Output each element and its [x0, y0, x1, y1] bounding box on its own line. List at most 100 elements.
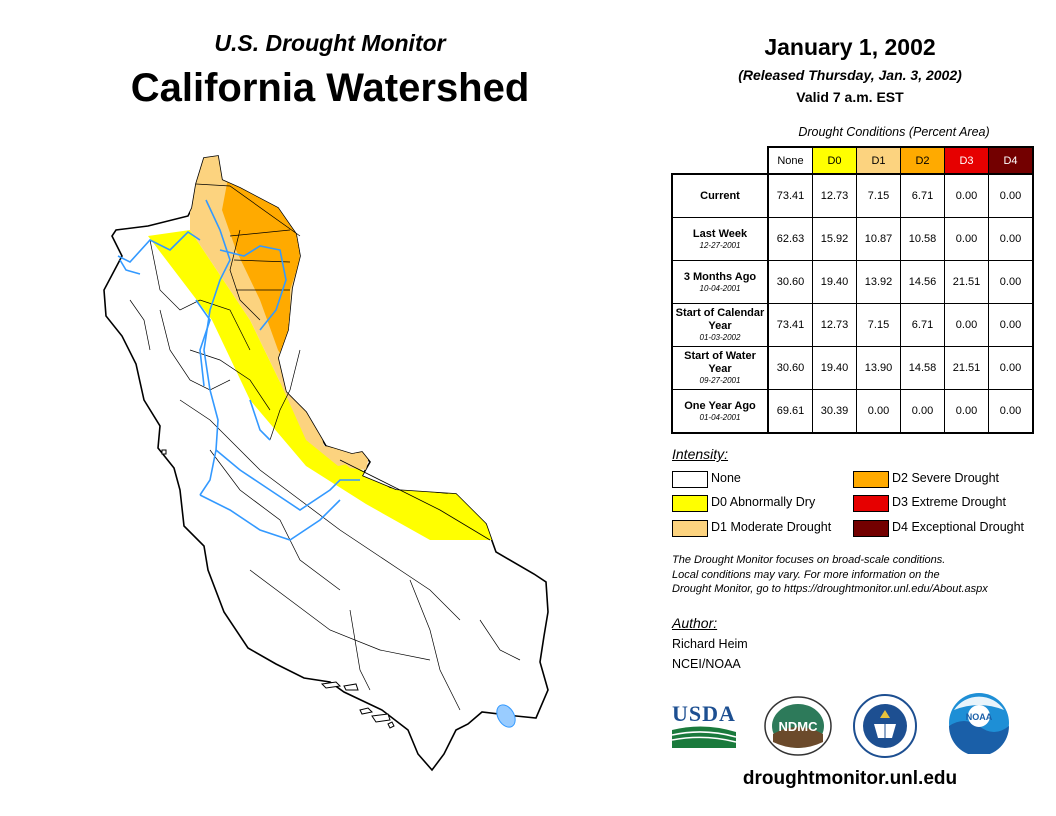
- row-date: 10-04-2001: [699, 283, 741, 293]
- salton-sea-lake: [496, 704, 516, 728]
- legend-label: D1 Moderate Drought: [711, 520, 832, 534]
- author-organization: NCEI/NOAA: [672, 657, 741, 671]
- cell-none: 62.63: [767, 217, 813, 261]
- d2-severe-drought-area: [222, 178, 300, 370]
- cell-d3: 0.00: [944, 303, 989, 347]
- ndmc-logo: NDMC: [764, 696, 832, 756]
- map-date: January 1, 2002: [764, 34, 936, 60]
- cell-d1: 13.92: [856, 260, 901, 304]
- row-date: 12-27-2001: [699, 240, 741, 250]
- cell-d3: 0.00: [944, 389, 989, 434]
- row-label-text: Last Week: [692, 227, 748, 240]
- disclaimer-note: The Drought Monitor focuses on broad-sca…: [672, 553, 1042, 597]
- noaa-logo-text: NOAA: [966, 712, 993, 722]
- valid-time: Valid 7 a.m. EST: [796, 89, 904, 105]
- row-label: Start of Calendar Year 01-03-2002: [671, 303, 769, 347]
- cell-d2: 10.58: [900, 217, 945, 261]
- legend-label: D4 Exceptional Drought: [892, 520, 1025, 534]
- website-link[interactable]: droughtmonitor.unl.edu: [742, 768, 958, 789]
- row-label-text: Start of Calendar Year: [675, 307, 765, 332]
- column-header-d0: D0: [812, 146, 857, 175]
- row-label: One Year Ago 01-04-2001: [671, 389, 769, 434]
- cell-d1: 7.15: [856, 303, 901, 347]
- cell-d0: 12.73: [812, 173, 857, 218]
- table-row: One Year Ago 01-04-2001 69.61 30.39 0.00 0.00…: [671, 389, 1034, 434]
- cell-d3: 0.00: [944, 217, 989, 261]
- legend-swatch: [672, 520, 708, 537]
- legend-swatch: [853, 495, 889, 512]
- table-row: 3 Months Ago 10-04-2001 30.60 19.40 13.92 14.…: [671, 260, 1034, 304]
- usda-fields-icon: [671, 726, 737, 748]
- row-date: 01-04-2001: [699, 412, 741, 422]
- table-corner: [672, 147, 768, 175]
- drought-conditions-table: None D0 D1 D2 D3 D4 Current 73.41 12.73 7.15 6.71…: [671, 146, 1034, 434]
- rivers: [117, 199, 360, 541]
- cell-none: 69.61: [767, 389, 813, 434]
- release-date: (Released Thursday, Jan. 3, 2002): [738, 67, 962, 83]
- legend-label: D2 Severe Drought: [892, 471, 1000, 485]
- note-line-1: The Drought Monitor focuses on broad-sca…: [672, 554, 946, 566]
- ndmc-logo-text: NDMC: [779, 719, 819, 734]
- legend-label: D0 Abnormally Dry: [711, 495, 816, 509]
- row-label: Start of Water Year 09-27-2001: [671, 346, 769, 390]
- cell-none: 30.60: [767, 346, 813, 390]
- drought-border-line: [339, 459, 491, 541]
- cell-d4: 0.00: [988, 260, 1034, 304]
- cell-d4: 0.00: [988, 217, 1034, 261]
- legend-swatch: [853, 520, 889, 537]
- row-label-text: Current: [700, 189, 740, 202]
- author-heading: Author:: [672, 615, 718, 631]
- row-label: Last Week 12-27-2001: [671, 217, 769, 261]
- cell-d3: 21.51: [944, 346, 989, 390]
- cell-d0: 30.39: [812, 389, 857, 434]
- cell-d3: 21.51: [944, 260, 989, 304]
- row-label-text: 3 Months Ago: [683, 270, 757, 283]
- d0-eastern-bump: [440, 490, 486, 535]
- row-label: 3 Months Ago 10-04-2001: [671, 260, 769, 304]
- cell-d1: 0.00: [856, 389, 901, 434]
- row-label-text: Start of Water Year: [684, 350, 756, 375]
- cell-d2: 6.71: [900, 173, 945, 218]
- row-date: 09-27-2001: [699, 376, 741, 385]
- column-header-d4: D4: [988, 146, 1034, 175]
- cell-d1: 10.87: [856, 217, 901, 261]
- conditions-table-caption: Drought Conditions (Percent Area): [798, 125, 990, 139]
- row-date: 01-03-2002: [699, 333, 741, 342]
- author-name: Richard Heim: [672, 637, 748, 651]
- cell-d4: 0.00: [988, 346, 1034, 390]
- table-row: Start of Water Year 09-27-2001 30.60 19.40 1…: [671, 346, 1034, 390]
- cell-d4: 0.00: [988, 303, 1034, 347]
- legend-swatch: [672, 495, 708, 512]
- usda-logo: USDA: [671, 701, 737, 750]
- cell-d1: 7.15: [856, 173, 901, 218]
- legend-label: None: [711, 471, 741, 485]
- cell-d2: 6.71: [900, 303, 945, 347]
- cell-d2: 0.00: [900, 389, 945, 434]
- channel-islands: [161, 449, 395, 729]
- table-header-row: None D0 D1 D2 D3 D4: [672, 146, 1034, 175]
- cell-d0: 19.40: [812, 260, 857, 304]
- cell-none: 73.41: [767, 173, 813, 218]
- table-row: Current 73.41 12.73 7.15 6.71 0.00 0.00: [671, 173, 1034, 218]
- table-row: Start of Calendar Year 01-03-2002 73.41 12.…: [671, 303, 1034, 347]
- cell-d0: 19.40: [812, 346, 857, 390]
- cell-d0: 15.92: [812, 217, 857, 261]
- commerce-department-seal: [853, 694, 917, 758]
- cell-d4: 0.00: [988, 389, 1034, 434]
- cell-d3: 0.00: [944, 173, 989, 218]
- column-header-d1: D1: [856, 146, 901, 175]
- legend-swatch: [672, 471, 708, 488]
- cell-d0: 12.73: [812, 303, 857, 347]
- noaa-logo: NOAA: [949, 693, 1009, 754]
- cell-none: 73.41: [767, 303, 813, 347]
- table-row: Last Week 12-27-2001 62.63 15.92 10.87 10.58 0…: [671, 217, 1034, 261]
- cell-d1: 13.90: [856, 346, 901, 390]
- map-title: California Watershed: [130, 66, 530, 110]
- legend-swatch: [853, 471, 889, 488]
- column-header-none: None: [767, 146, 813, 175]
- column-header-d2: D2: [900, 146, 945, 175]
- usda-logo-text: USDA: [672, 701, 736, 726]
- note-line-2: Local conditions may vary. For more info…: [672, 568, 940, 581]
- cell-d2: 14.58: [900, 346, 945, 390]
- legend-label: D3 Extreme Drought: [892, 495, 1006, 509]
